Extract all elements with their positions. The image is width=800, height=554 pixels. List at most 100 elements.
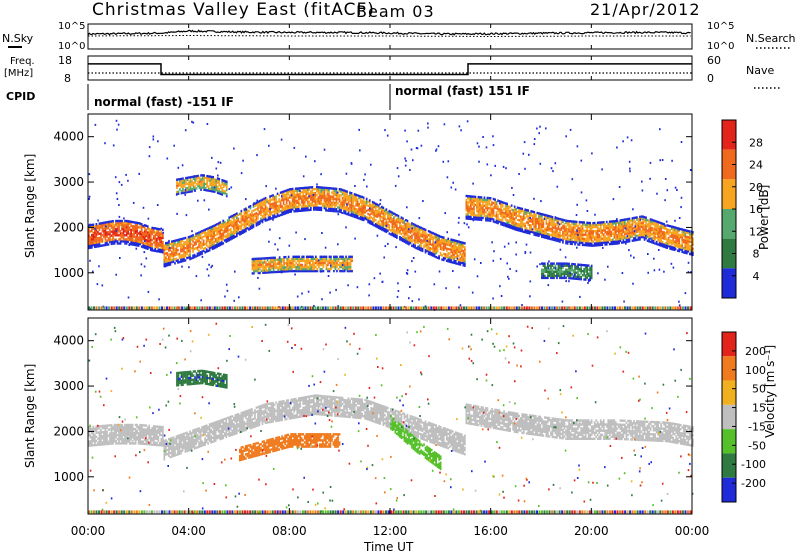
power-cell <box>290 202 292 205</box>
power-cell <box>456 240 459 243</box>
power-cell <box>209 175 211 178</box>
power-cell <box>187 240 190 243</box>
power-cell <box>471 213 474 217</box>
power-cell <box>374 225 377 228</box>
power-cell <box>556 274 558 278</box>
power-cell <box>296 267 299 271</box>
power-cell <box>186 256 188 260</box>
power-cell <box>547 264 549 267</box>
power-cell <box>686 237 688 241</box>
power-cell <box>224 184 227 187</box>
power-cell <box>197 174 199 178</box>
power-cell <box>313 192 315 195</box>
power-cell <box>541 229 543 232</box>
power-cell <box>293 257 296 261</box>
power-cell <box>554 237 557 240</box>
power-cell <box>578 223 581 226</box>
power-cell <box>391 227 394 231</box>
power-cell <box>618 221 620 224</box>
power-cell <box>257 259 260 262</box>
power-cell <box>186 178 189 182</box>
power-scatter-cell <box>397 282 399 285</box>
power-cell <box>136 227 138 231</box>
power-cell <box>618 237 620 241</box>
power-cell <box>136 240 138 243</box>
power-cell <box>122 223 125 227</box>
power-cell <box>479 210 481 213</box>
power-cell <box>340 263 343 267</box>
power-cell <box>356 210 359 213</box>
power-cell <box>261 220 264 224</box>
power-cell <box>486 200 489 204</box>
power-cell <box>672 236 675 239</box>
power-cell <box>205 232 208 235</box>
power-cell <box>311 194 314 197</box>
power-cell <box>106 243 108 246</box>
power-cell <box>610 230 613 233</box>
power-cell <box>143 224 146 227</box>
power-cell <box>649 234 652 237</box>
power-cell <box>201 184 204 187</box>
power-cell <box>673 246 676 250</box>
power-cell <box>590 238 593 241</box>
power-cell <box>254 208 256 212</box>
power-cell <box>309 259 311 263</box>
power-cell <box>661 240 664 244</box>
power-cell <box>101 230 104 233</box>
power-cell <box>655 232 658 235</box>
power-cell <box>474 216 477 219</box>
power-cell <box>652 223 655 226</box>
power-cell <box>642 223 644 226</box>
power-cell <box>318 261 320 265</box>
power-cell <box>342 261 344 265</box>
power-cell <box>303 188 306 192</box>
power-cell <box>202 243 205 246</box>
power-cell <box>298 261 301 265</box>
power-cell <box>442 246 445 249</box>
power-cell <box>217 244 220 247</box>
power-cell <box>220 228 223 232</box>
power-cell <box>154 237 157 240</box>
power-cell <box>293 259 296 263</box>
power-cell <box>470 211 472 214</box>
power-cell <box>474 218 477 221</box>
power-cell <box>101 226 104 229</box>
power-cell <box>339 261 341 265</box>
power-cell <box>121 234 123 237</box>
power-cell <box>242 231 244 234</box>
power-cell <box>518 223 520 226</box>
power-cell <box>403 220 406 223</box>
power-cell <box>682 230 685 234</box>
power-cell <box>450 250 453 254</box>
power-cell <box>284 268 287 271</box>
power-cell <box>675 228 678 232</box>
power-cell <box>667 238 670 242</box>
power-cell <box>361 210 363 213</box>
power-cell <box>163 248 166 251</box>
power-cell <box>265 263 267 266</box>
power-cell <box>462 251 465 255</box>
power-cell <box>522 224 525 227</box>
power-cell <box>192 248 194 251</box>
power-cell <box>125 242 128 245</box>
power-cell <box>279 199 282 203</box>
power-cell <box>384 209 386 212</box>
power-cell <box>236 234 238 238</box>
power-cell <box>251 264 254 267</box>
power-cell <box>480 208 483 211</box>
power-cell <box>300 205 303 208</box>
power-cell <box>380 226 383 229</box>
power-cell <box>361 199 363 203</box>
power-cell <box>171 242 173 245</box>
power-cell <box>92 223 95 226</box>
power-cell <box>198 233 200 236</box>
power-cell <box>548 268 551 271</box>
power-cell <box>274 256 276 259</box>
power-cell <box>346 263 349 267</box>
power-cell <box>578 229 581 232</box>
power-cell <box>572 230 575 233</box>
power-cell <box>176 178 178 181</box>
power-cell <box>473 215 475 219</box>
power-cell <box>400 232 403 236</box>
power-cell <box>596 231 599 235</box>
